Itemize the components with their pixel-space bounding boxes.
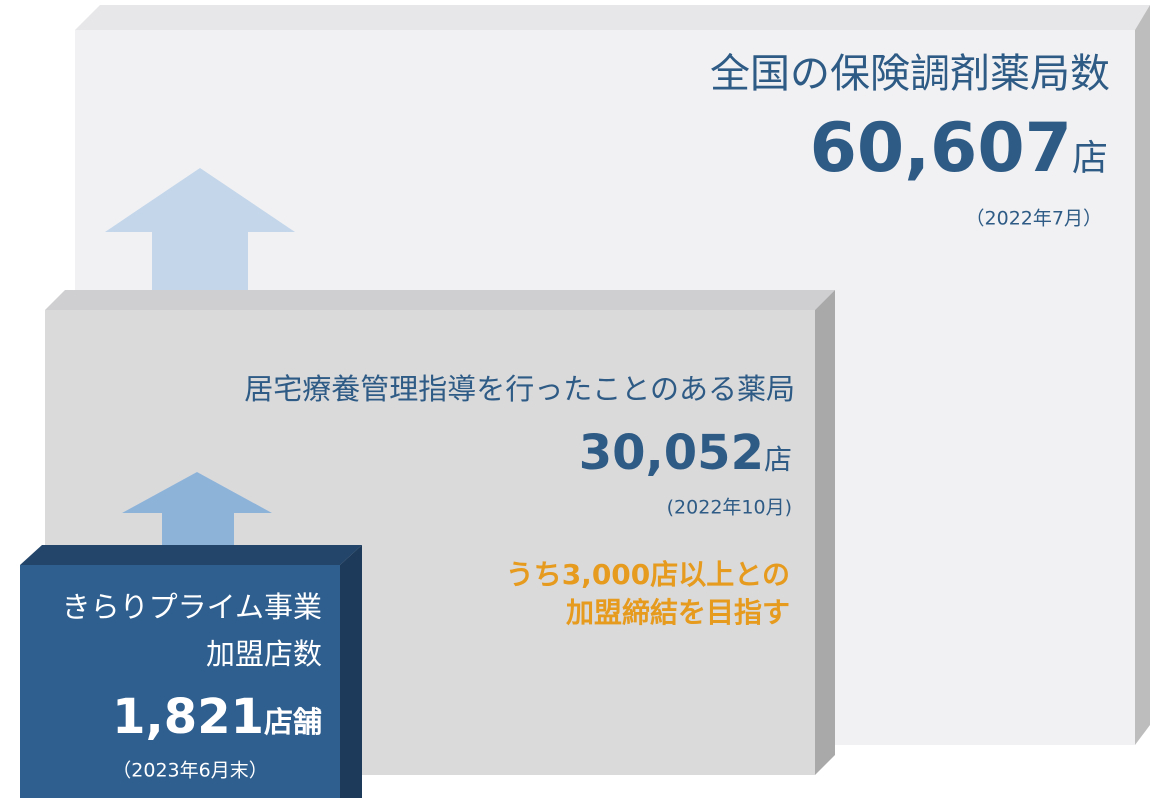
- box-count: 60,607店: [810, 109, 1108, 188]
- box-date: （2022年7月）: [966, 208, 1102, 230]
- box-date: (2022年10月): [667, 497, 792, 519]
- box-top: [75, 5, 1150, 30]
- unit: 店: [1072, 138, 1108, 179]
- count: 30,052: [579, 425, 764, 481]
- count: 1,821: [112, 689, 264, 745]
- box-title: 全国の保険調剤薬局数: [710, 51, 1110, 97]
- box-count: 1,821店舗: [112, 689, 322, 745]
- count: 60,607: [810, 109, 1072, 188]
- arrow: [105, 168, 295, 298]
- box-side: [815, 290, 835, 775]
- box-title: 居宅療養管理指導を行ったことのある薬局: [244, 372, 795, 406]
- box-title: きらりプライム事業: [62, 590, 322, 624]
- box-side: [1135, 5, 1150, 745]
- box-title: 加盟店数: [206, 637, 322, 671]
- box-date: （2023年6月末）: [112, 760, 267, 782]
- arrow: [122, 472, 272, 555]
- box-side: [340, 545, 362, 798]
- box-note: うち3,000店以上との: [506, 558, 790, 591]
- unit: 店舗: [264, 705, 322, 739]
- box-count: 30,052店: [579, 425, 792, 481]
- box-note: 加盟締結を目指す: [566, 596, 790, 629]
- box-front: [20, 565, 340, 798]
- box-top: [20, 545, 362, 565]
- box-top: [45, 290, 835, 310]
- unit: 店: [764, 443, 792, 476]
